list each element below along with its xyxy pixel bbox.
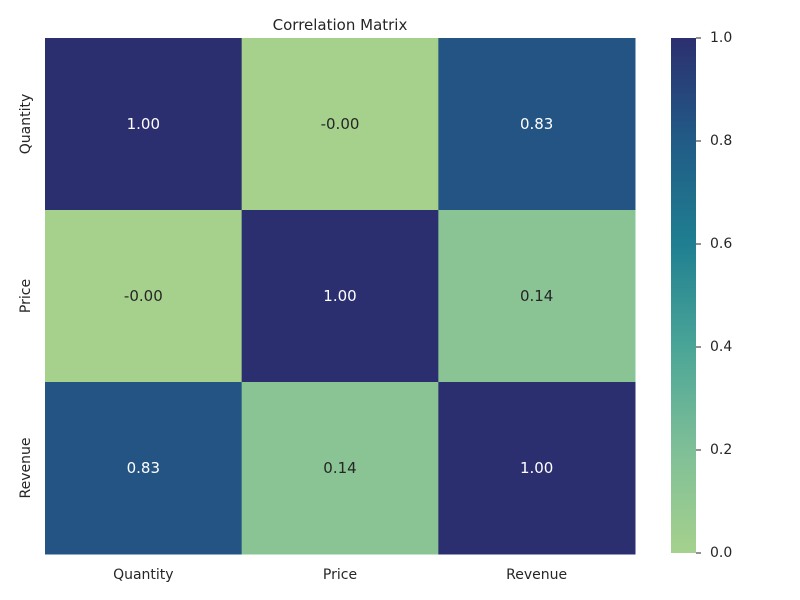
heatmap-cell-label: 0.14 [323,459,356,477]
colorbar-tick-label: 0.4 [710,339,732,355]
colorbar-tick-label: 0.8 [710,133,732,149]
heatmap-cell-label: 0.14 [520,287,553,305]
heatmap-cells: 1.00 -0.00 0.83 -0.00 1.00 0.14 0.83 0.14 1.00 [45,38,636,555]
heatmap-cell [241,382,439,555]
heatmap-cell [45,38,243,211]
x-tick-label: Price [323,567,357,583]
y-tick-label: Quantity [18,94,34,155]
heatmap-cell [241,38,439,211]
colorbar: 0.0 0.2 0.4 0.6 0.8 1.0 [671,30,732,561]
heatmap-cell [438,210,636,383]
y-axis-tick-labels: Quantity Price Revenue [18,94,34,499]
colorbar-ticks: 0.0 0.2 0.4 0.6 0.8 1.0 [696,30,732,561]
colorbar-tick-label: 0.0 [710,545,732,561]
y-tick-label: Revenue [18,438,34,499]
heatmap-cell [241,210,439,383]
heatmap-cell-label: -0.00 [124,287,163,305]
heatmap-cell-label: 0.83 [127,459,160,477]
y-tick-label: Price [18,279,34,313]
colorbar-gradient [671,38,696,553]
heatmap-cell [45,210,243,383]
chart-title: Correlation Matrix [273,16,408,34]
x-axis-tick-labels: Quantity Price Revenue [113,567,567,583]
heatmap-cell-label: -0.00 [321,115,360,133]
colorbar-tick-label: 0.6 [710,236,732,252]
heatmap-cell [438,38,636,211]
colorbar-tick-label: 1.0 [710,30,732,46]
heatmap-cell-label: 1.00 [323,287,356,305]
x-tick-label: Quantity [113,567,174,583]
heatmap-cell [438,382,636,555]
heatmap-cell-label: 1.00 [127,115,160,133]
colorbar-tick-label: 0.2 [710,442,732,458]
heatmap-cell-label: 1.00 [520,459,553,477]
heatmap-cell [45,382,243,555]
x-tick-label: Revenue [506,567,567,583]
heatmap-cell-label: 0.83 [520,115,553,133]
